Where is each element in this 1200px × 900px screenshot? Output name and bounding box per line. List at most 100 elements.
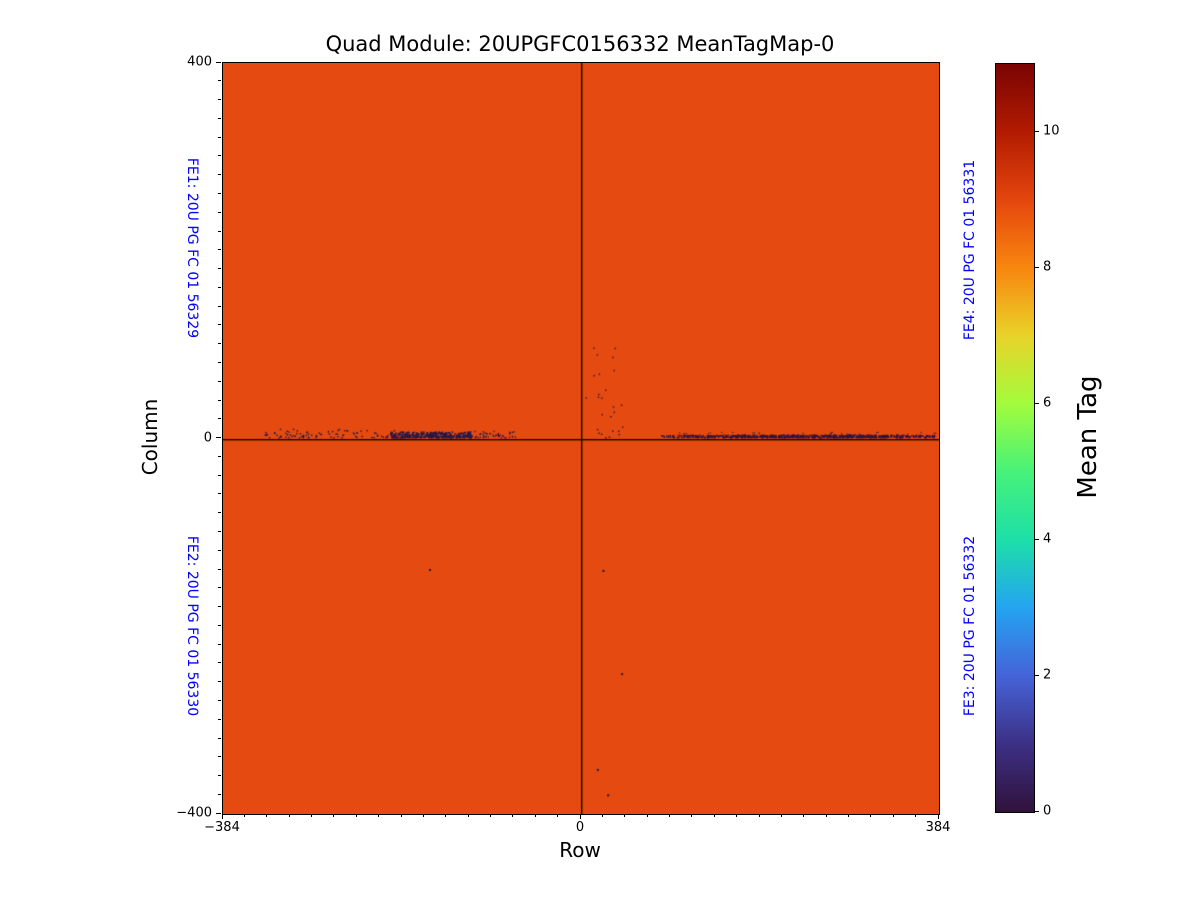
colorbar-label: Mean Tag: [1073, 375, 1103, 499]
x-minor-tick: [646, 814, 648, 817]
y-minor-tick: [218, 136, 221, 138]
x-major-tick: [937, 814, 939, 819]
x-minor-tick: [378, 814, 380, 817]
y-minor-tick: [218, 117, 221, 119]
x-minor-tick: [736, 814, 738, 817]
y-minor-tick: [218, 775, 221, 777]
y-minor-tick: [218, 324, 221, 326]
y-minor-tick: [218, 211, 221, 213]
x-minor-tick: [355, 814, 357, 817]
x-minor-tick: [758, 814, 760, 817]
y-minor-tick: [218, 474, 221, 476]
y-minor-tick: [218, 230, 221, 232]
colorbar-tick-label: 6: [1043, 395, 1052, 411]
y-minor-tick: [218, 155, 221, 157]
colorbar-tick-label: 10: [1043, 123, 1060, 139]
x-minor-tick: [445, 814, 447, 817]
x-tick-label: −384: [204, 820, 240, 835]
heatmap-plot-area: [222, 62, 940, 815]
fe4-label: FE4: 20U PG FC 01 56331: [962, 159, 978, 341]
colorbar-tick-label: 8: [1043, 259, 1052, 275]
colorbar-tick: [1035, 402, 1039, 404]
y-minor-tick: [218, 568, 221, 570]
y-minor-tick: [218, 718, 221, 720]
y-minor-tick: [218, 681, 221, 683]
y-minor-tick: [218, 362, 221, 363]
y-minor-tick: [218, 193, 221, 195]
colorbar: [995, 63, 1035, 813]
x-minor-tick: [713, 814, 715, 817]
x-major-tick: [579, 814, 581, 819]
x-minor-tick: [512, 814, 514, 817]
x-tick-label: 0: [575, 820, 585, 835]
x-minor-tick: [848, 814, 850, 817]
x-major-tick: [221, 814, 223, 819]
x-minor-tick: [534, 814, 536, 817]
y-minor-tick: [218, 606, 221, 608]
x-minor-tick: [803, 814, 805, 817]
fe3-label: FE3: 20U PG FC 01 56332: [962, 535, 978, 717]
y-minor-tick: [218, 756, 221, 758]
x-minor-tick: [311, 814, 313, 817]
x-minor-tick: [892, 814, 894, 817]
colorbar-tick: [1035, 538, 1039, 540]
plot-title: Quad Module: 20UPGFC0156332 MeanTagMap-0: [325, 32, 835, 56]
x-minor-tick: [624, 814, 626, 817]
y-minor-tick: [218, 418, 221, 420]
x-minor-tick: [915, 814, 917, 817]
x-minor-tick: [243, 814, 245, 817]
y-minor-tick: [218, 268, 221, 270]
y-minor-tick: [218, 174, 221, 176]
x-minor-tick: [288, 814, 290, 817]
y-minor-tick: [218, 549, 221, 551]
x-minor-tick: [400, 814, 402, 817]
fe1-label: FE1: 20U PG FC 01 56329: [184, 157, 200, 339]
y-minor-tick: [218, 493, 221, 495]
colorbar-tick-label: 0: [1043, 803, 1052, 819]
x-minor-tick: [601, 814, 603, 817]
x-axis-label: Row: [559, 838, 601, 862]
y-major-tick: [216, 437, 221, 438]
y-minor-tick: [218, 662, 221, 664]
y-tick-label: 400: [187, 54, 212, 70]
colorbar-tick: [1035, 810, 1039, 812]
y-minor-tick: [218, 643, 221, 645]
y-minor-tick: [218, 305, 221, 307]
heatmap-canvas: [223, 63, 939, 814]
colorbar-tick-label: 2: [1043, 667, 1052, 683]
x-minor-tick: [669, 814, 671, 817]
x-minor-tick: [825, 814, 827, 817]
x-minor-tick: [467, 814, 469, 817]
x-minor-tick: [691, 814, 693, 817]
y-major-tick: [216, 812, 221, 814]
y-minor-tick: [218, 530, 221, 532]
colorbar-tick: [1035, 266, 1039, 268]
x-minor-tick: [780, 814, 782, 817]
y-minor-tick: [218, 455, 221, 457]
fe2-label: FE2: 20U PG FC 01 56330: [184, 535, 200, 717]
y-minor-tick: [218, 80, 221, 82]
y-minor-tick: [218, 99, 221, 101]
colorbar-tick-label: 4: [1043, 531, 1052, 547]
y-minor-tick: [218, 512, 221, 514]
y-minor-tick: [218, 624, 221, 626]
y-minor-tick: [218, 286, 221, 288]
y-minor-tick: [218, 249, 221, 251]
x-minor-tick: [333, 814, 335, 817]
colorbar-tick: [1035, 130, 1039, 132]
y-minor-tick: [218, 737, 221, 739]
y-minor-tick: [218, 699, 221, 701]
x-minor-tick: [266, 814, 268, 817]
x-minor-tick: [422, 814, 424, 817]
x-tick-label: 384: [925, 820, 951, 835]
y-minor-tick: [218, 587, 221, 589]
y-axis-label: Column: [138, 398, 162, 476]
y-minor-tick: [218, 380, 221, 382]
y-minor-tick: [218, 793, 221, 795]
y-tick-label: −400: [176, 805, 212, 821]
x-minor-tick: [490, 814, 492, 817]
y-major-tick: [216, 61, 221, 63]
colorbar-tick: [1035, 674, 1039, 676]
y-tick-label: 0: [203, 430, 212, 445]
